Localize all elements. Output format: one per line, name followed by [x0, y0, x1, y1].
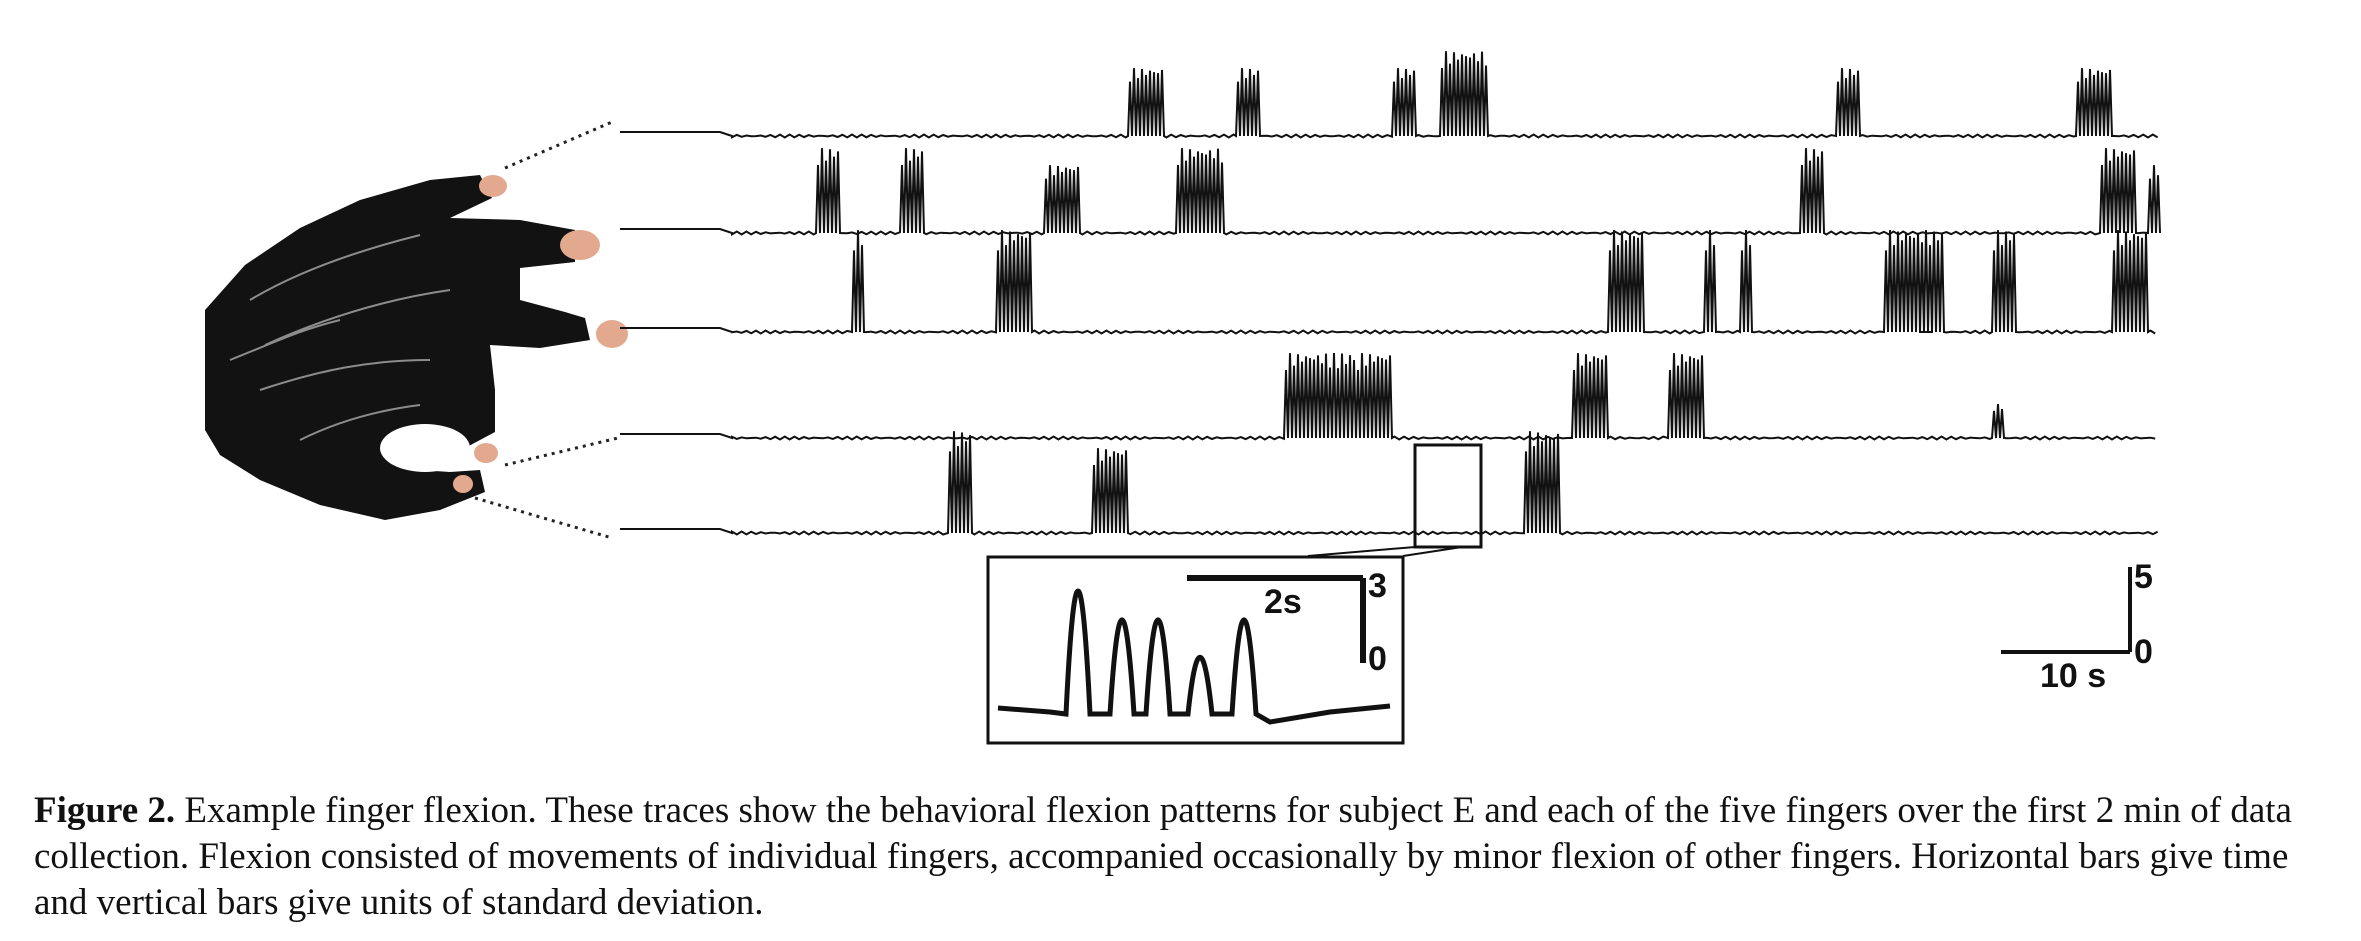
main-scale-bar: 10 s 5 0	[2001, 558, 2153, 695]
finger-5-trace	[620, 431, 2159, 536]
figure-label: Figure 2.	[34, 790, 176, 831]
finger-3-trace	[620, 230, 2156, 335]
finger-flexion-figure: 2s 3 0 10 s 5 0	[205, 51, 2161, 745]
zoom-highlight-box	[1413, 443, 1483, 549]
inset-trace	[997, 588, 1391, 725]
figure-caption: Figure 2. Example finger flexion. These …	[34, 788, 2334, 926]
inset-scale-top-label: 3	[1368, 567, 1387, 605]
inset-scale-bottom-label: 0	[1368, 640, 1387, 678]
inset-time-scale-label: 2s	[1264, 583, 1302, 621]
leader-line-finger-4	[504, 436, 619, 467]
inset-border	[986, 555, 1405, 745]
main-scale-bottom-label: 0	[2134, 633, 2153, 671]
main-time-scale-label: 10 s	[2040, 657, 2106, 695]
leader-line-finger-5	[474, 496, 613, 540]
caption-text: Example finger flexion. These traces sho…	[34, 790, 2292, 923]
finger-2-trace	[620, 148, 2161, 237]
zoom-connector-line	[1307, 546, 1416, 557]
finger-4-trace	[620, 352, 2156, 441]
flexion-traces	[620, 51, 2161, 536]
glove-hand-icon	[205, 175, 628, 520]
main-scale-top-label: 5	[2134, 558, 2153, 596]
leader-line-finger-1	[504, 120, 613, 170]
finger-1-trace	[620, 51, 2159, 139]
inset-zoom-panel: 2s 3 0	[986, 555, 1405, 745]
zoom-connector-line	[1402, 546, 1463, 557]
